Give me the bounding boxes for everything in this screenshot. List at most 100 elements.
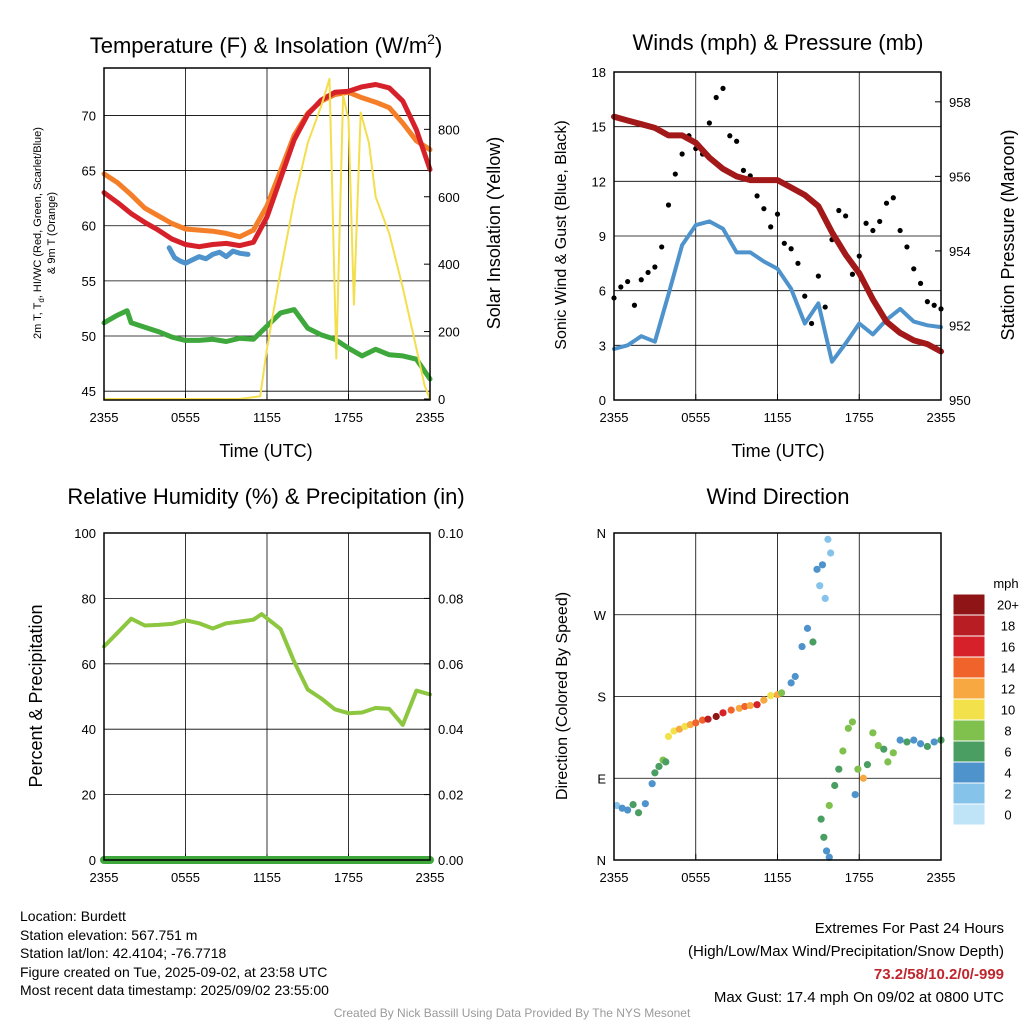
wind-direction-point: [655, 762, 663, 771]
wind-direction-point: [851, 791, 859, 799]
gust-point: [931, 302, 937, 308]
wind-direction-point: [869, 729, 877, 737]
gust-point: [802, 293, 808, 299]
gust-point: [856, 253, 862, 259]
wind-direction-point: [822, 847, 831, 855]
temperature-x-axis-label: Time (UTC): [219, 441, 312, 461]
colorbar-label: 8: [1004, 724, 1011, 739]
colorbar-label: 16: [1001, 640, 1015, 655]
x-tick-label: 2355: [927, 870, 956, 885]
colorbar-label: 6: [1004, 745, 1011, 760]
y-tick-label: 6: [599, 284, 606, 299]
gust-point: [808, 320, 815, 327]
gust-point: [740, 167, 747, 173]
y-tick-label: 20: [82, 788, 96, 803]
gust-point: [761, 206, 767, 212]
wind-direction-point: [692, 719, 700, 727]
gust-point: [836, 207, 842, 214]
x-tick-label: 0555: [681, 410, 710, 425]
wind-direction-point: [618, 804, 626, 812]
wind-direction-point: [824, 535, 832, 543]
x-tick-label: 1755: [334, 870, 363, 885]
pressure-y-axis-label: Station Pressure (Maroon): [998, 129, 1018, 340]
wind-direction-point: [884, 758, 892, 766]
y-tick-label: N: [597, 853, 606, 868]
colorbar-label: 18: [1001, 619, 1015, 634]
gust-point: [795, 260, 801, 266]
gust-point: [863, 220, 869, 226]
y-tick-label: 0: [89, 853, 96, 868]
y2-tick-label: 200: [438, 325, 460, 340]
gust-point: [890, 195, 896, 201]
wind-direction-point: [827, 549, 835, 557]
wind-direction-point: [831, 781, 839, 790]
y-tick-label: 15: [592, 120, 606, 135]
x-tick-label: 1155: [253, 410, 281, 425]
gust-point: [679, 151, 685, 157]
gust-point: [904, 244, 910, 250]
y-tick-label: 18: [592, 65, 606, 80]
gust-point: [843, 213, 849, 219]
wind-direction-point: [698, 716, 707, 724]
winds-panel-title: Winds (mph) & Pressure (mb): [633, 30, 924, 55]
y-tick-label: S: [597, 690, 606, 705]
gust-point: [870, 227, 876, 234]
y2-tick-label: 0.10: [438, 526, 463, 541]
wind-direction-point: [634, 809, 643, 817]
x-tick-label: 2355: [927, 410, 956, 425]
temperature-series-line-3: [101, 307, 433, 382]
wind-direction-point: [835, 765, 843, 773]
gust-point: [883, 200, 890, 206]
gust-point: [877, 218, 883, 225]
gust-point: [788, 246, 794, 252]
gust-point: [625, 278, 631, 285]
temperature-series-line-1: [101, 82, 433, 250]
gust-point: [720, 85, 726, 91]
wind-direction-point: [664, 732, 673, 741]
x-tick-label: 2355: [416, 410, 445, 425]
wind-direction-point: [903, 738, 911, 746]
wind-direction-point: [798, 642, 806, 651]
plot-border: [613, 532, 942, 861]
colorbar-label: 10: [1001, 703, 1015, 718]
wind-direction-point: [844, 724, 852, 732]
colorbar-label: 0: [1004, 808, 1011, 823]
y-tick-label: 55: [82, 274, 96, 289]
wind-direction-point: [777, 689, 786, 697]
y-tick-label: 12: [592, 174, 606, 189]
y-tick-label: 60: [82, 657, 96, 672]
gust-point: [672, 171, 678, 177]
colorbar-label: 20+: [997, 598, 1019, 613]
wind-direction-point: [848, 718, 857, 726]
colorbar-title: mph: [993, 576, 1018, 591]
y2-tick-label: 0: [438, 392, 445, 407]
humidity-y-axis-label: Percent & Precipitation: [26, 604, 46, 787]
wind-direction-point: [889, 749, 897, 757]
figure-created: Figure created on Tue, 2025-09-02, at 23…: [20, 963, 328, 980]
y2-tick-label: 600: [438, 190, 460, 205]
x-tick-label: 1755: [845, 870, 874, 885]
wind-direction-point: [880, 745, 888, 753]
wind-direction-point: [916, 740, 925, 748]
wind-direction-point: [746, 701, 754, 710]
y2-tick-label: 956: [949, 169, 971, 184]
colorbar-label: 14: [1001, 661, 1015, 676]
y-tick-label: 100: [74, 526, 96, 541]
x-tick-label: 1155: [764, 410, 792, 425]
y-tick-label: W: [594, 608, 607, 623]
gust-point: [911, 266, 917, 272]
temperature-plot-area: 2355 0555 1155 1755 2355 45 50 55 60 65 70 0 200 400 6…: [82, 67, 460, 425]
wind-direction-point: [859, 774, 867, 782]
humidity-panel-title: Relative Humidity (%) & Precipitation (i…: [67, 484, 464, 509]
wind-direction-point: [712, 712, 720, 721]
colorbar-swatch: [952, 782, 986, 805]
x-tick-label: 0555: [171, 870, 200, 885]
y2-tick-label: 958: [949, 95, 971, 110]
direction-panel-title: Wind Direction: [706, 484, 849, 509]
gust-point: [897, 227, 903, 234]
y2-tick-label: 0.04: [438, 722, 463, 737]
wind-direction-point: [896, 736, 904, 744]
direction-y-axis-label: Direction (Colored By Speed): [554, 592, 571, 800]
wind-direction-point: [662, 758, 670, 766]
